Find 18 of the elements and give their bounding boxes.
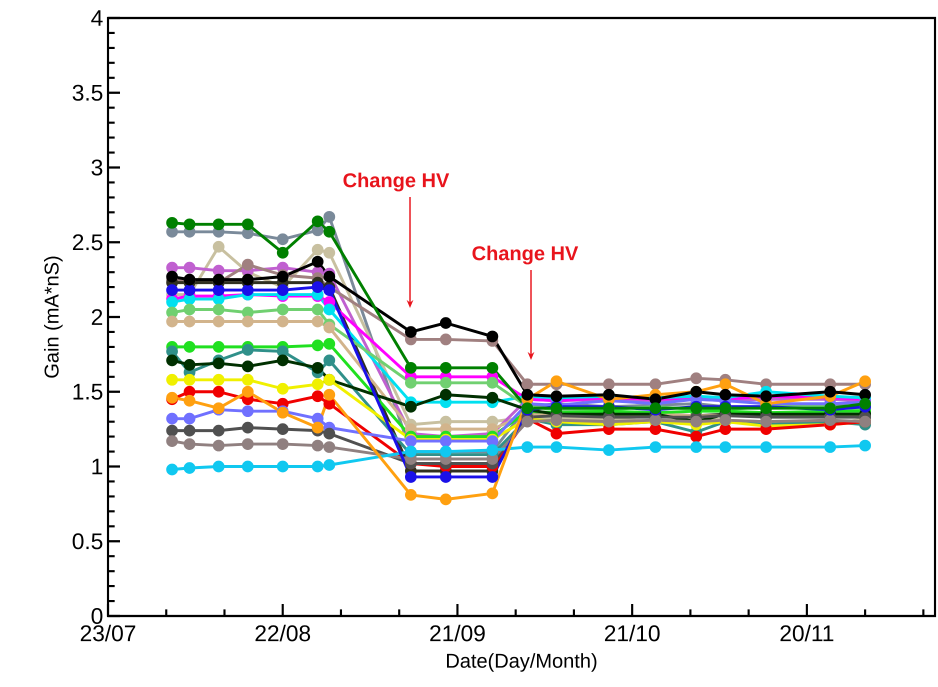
y-tick-label: 0: [92, 608, 102, 624]
annotation: Change HV: [472, 246, 578, 264]
y-tick-label: 3: [92, 159, 102, 176]
y-tick-label: 2.5: [72, 234, 102, 250]
y-tick-label: 0.5: [72, 533, 102, 550]
y-tick-label: 2: [92, 309, 102, 325]
y-axis-title: Gain (mA*nS): [44, 256, 63, 378]
x-tick-label: 22/08: [256, 624, 310, 642]
y-tick-label: 3.5: [72, 84, 102, 101]
x-axis-title: Date(Day/Month): [447, 653, 596, 672]
x-tick-label: 21/09: [430, 624, 485, 642]
annotation: Change HV: [343, 172, 450, 192]
x-tick-label: 20/11: [780, 624, 834, 642]
x-tick-label: 23/07: [80, 624, 136, 642]
x-tick-label: 21/10: [604, 624, 660, 642]
y-tick-label: 1: [92, 458, 102, 474]
y-tick-label: 4: [91, 10, 103, 26]
y-tick-label: 1.5: [74, 384, 102, 400]
